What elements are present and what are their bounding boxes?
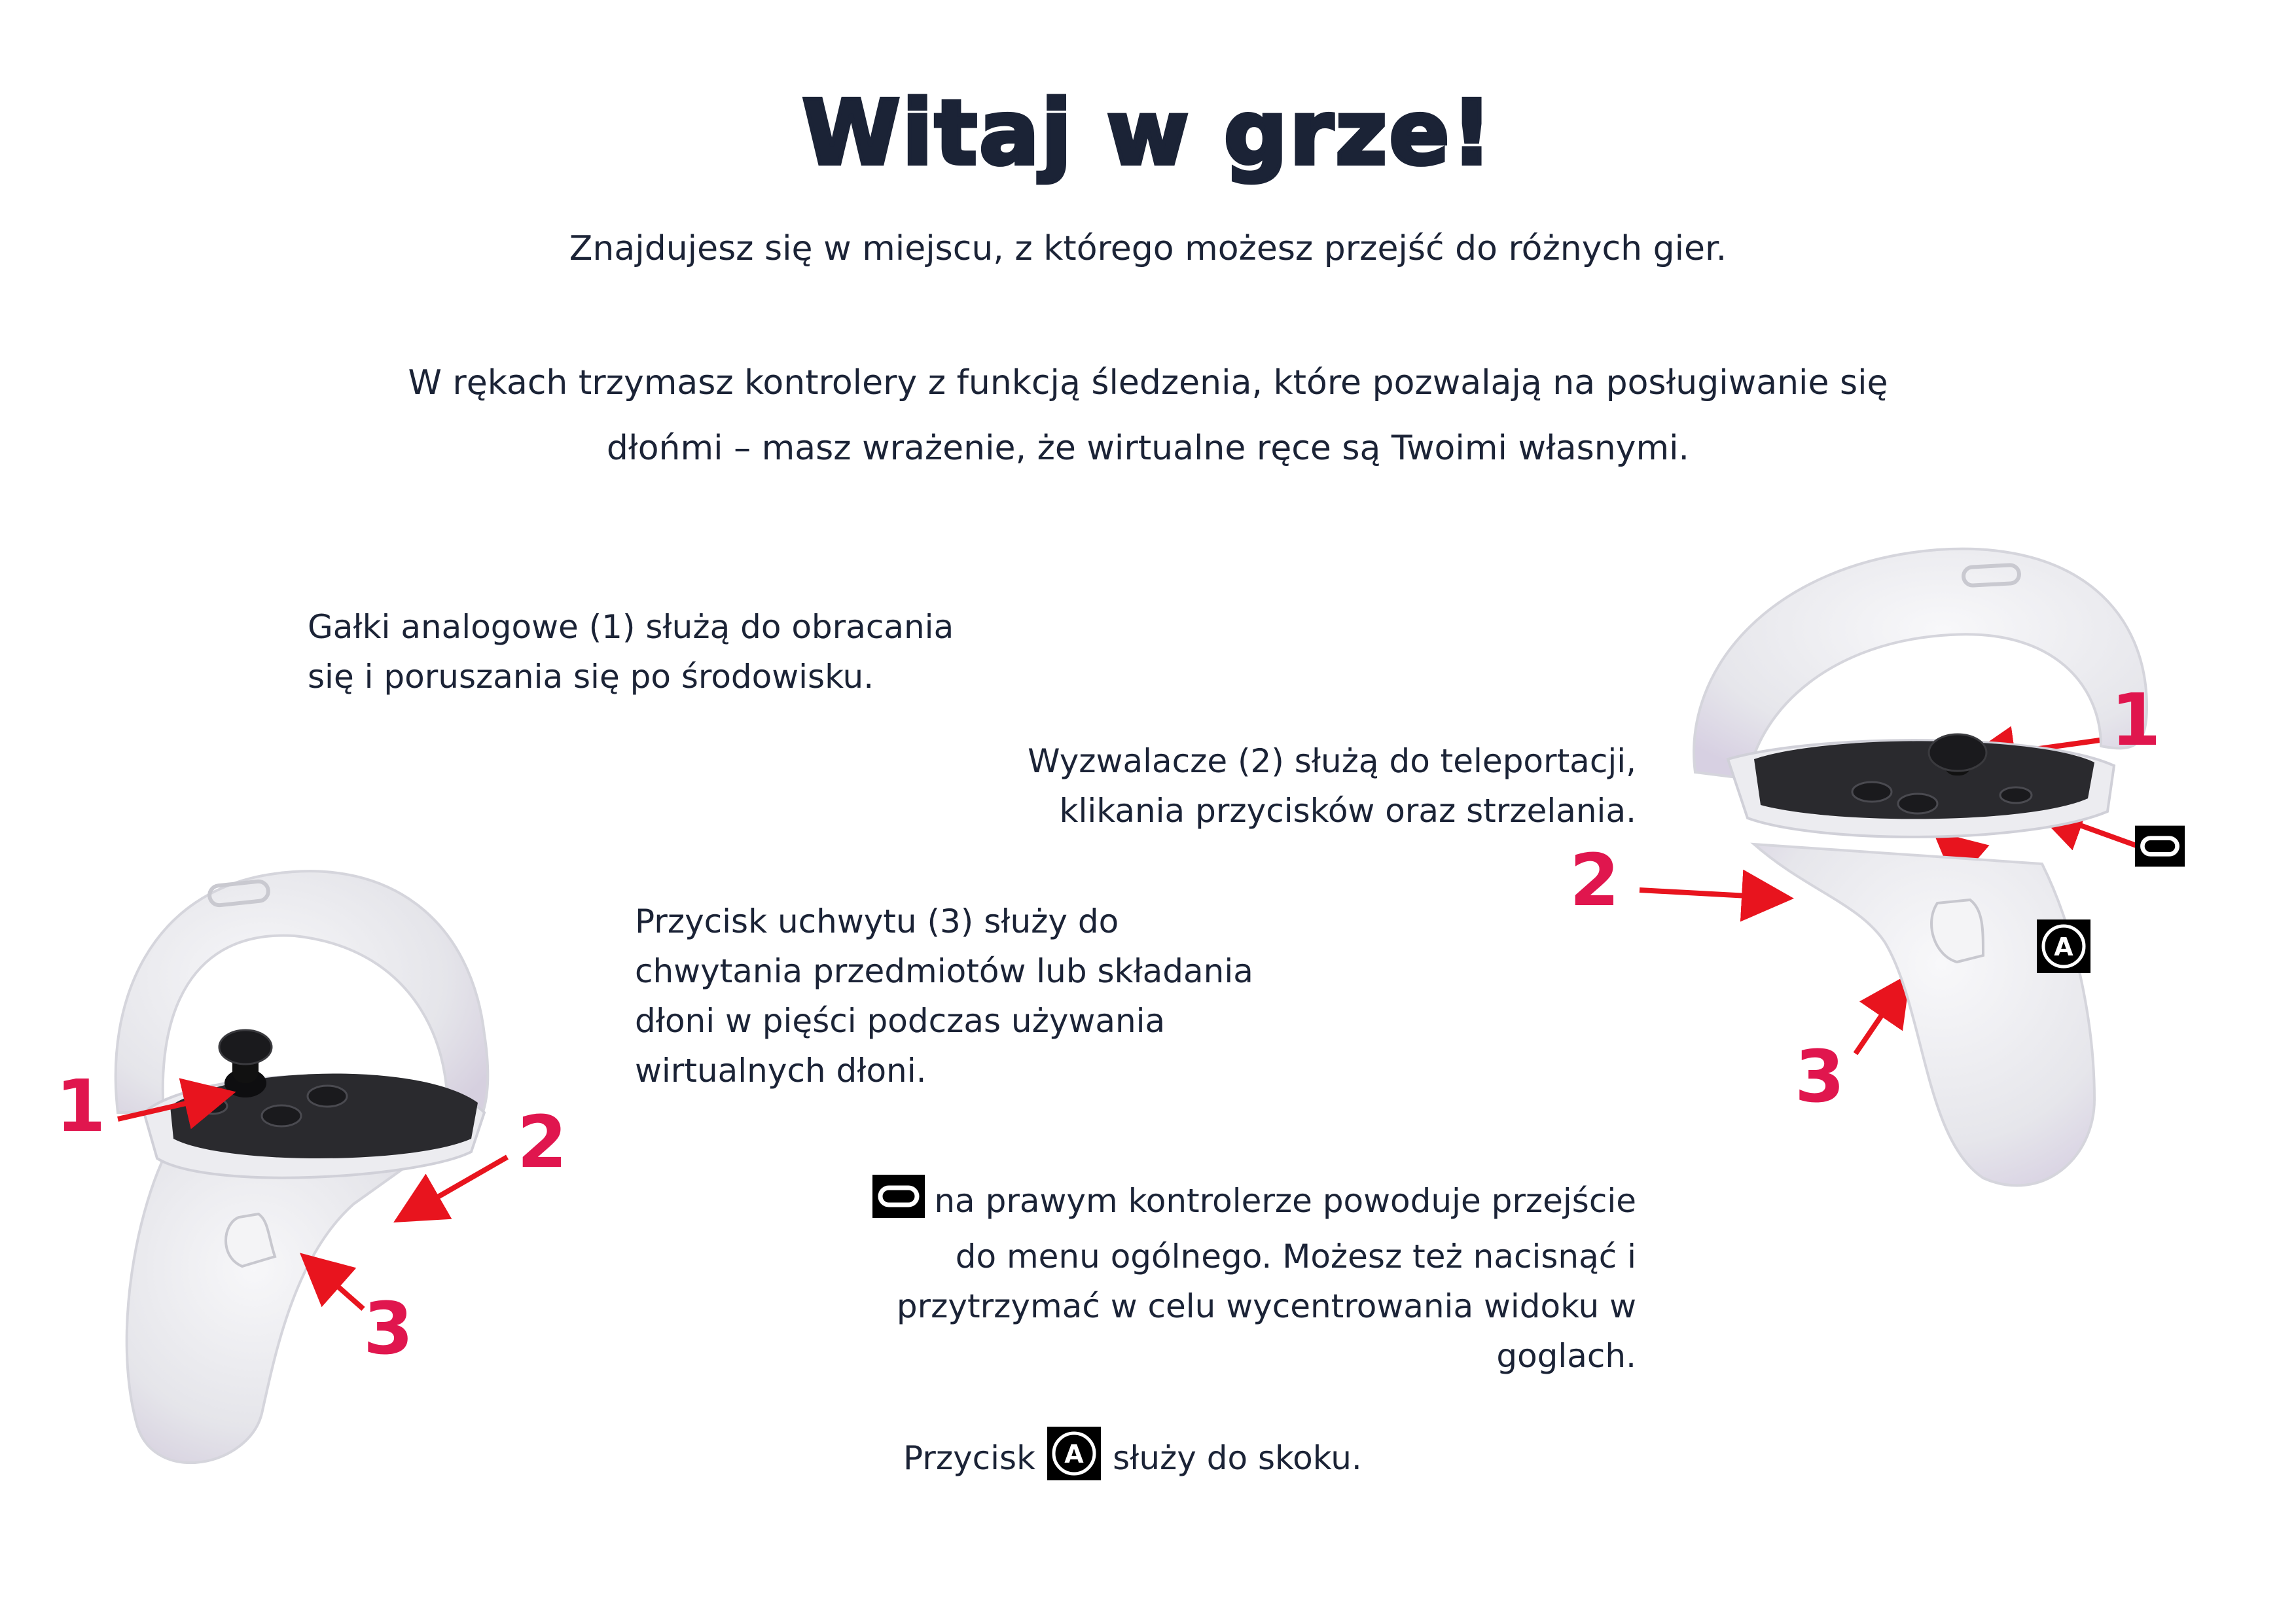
page-title: Witaj w grze! [800,80,1494,187]
right-arrow-3 [1853,972,1911,1056]
analog-line-2: się i poruszania się po środowisku. [308,658,874,696]
grip-instruction: Przycisk uchwytu (3) służy do chwytania … [635,897,1355,1096]
description-line-1: W rękach trzymasz kontrolery z funkcją ś… [408,363,1888,402]
oculus-line-4: goglach. [1496,1337,1636,1375]
right-label-1: 1 [2111,678,2161,762]
trigger-line-1: Wyzwalacze (2) służą do teleportacji, [1028,742,1636,780]
oculus-line-2: do menu ogólnego. Możesz też nacisnąć i [955,1238,1636,1275]
left-arrow-1 [117,1078,236,1130]
grip-line-1: Przycisk uchwytu (3) służy do [635,902,1119,940]
oculus-button-icon [872,1175,925,1232]
grip-line-4: wirtualnych dłoni. [635,1052,927,1090]
right-arrow-2 [1639,869,1794,922]
jump-text-after: służy do skoku. [1113,1439,1362,1477]
right-controller-image [1693,547,2149,1187]
analog-stick-instruction: Gałki analogowe (1) służą do obracania s… [308,602,1028,702]
a-button-icon: A [1047,1427,1102,1494]
right-label-2: 2 [1570,838,1620,922]
left-arrow-2 [393,1154,509,1222]
grip-line-3: dłoni w pięści podczas używania [635,1002,1166,1040]
right-label-3: 3 [1795,1035,1845,1118]
a-button-icon-right: A [2037,919,2090,976]
grip-line-2: chwytania przedmiotów lub składania [635,952,1253,990]
description-line-2: dłońmi – masz wrażenie, że wirtualne ręc… [606,429,1690,468]
left-label-1: 1 [56,1064,106,1148]
jump-instruction: Przycisk A służy do skoku. [903,1427,1492,1494]
left-arrow-3 [300,1253,365,1311]
left-label-3: 3 [363,1287,414,1370]
oculus-button-icon-right [2135,825,2185,870]
intro-text: Znajdujesz się w miejscu, z którego może… [569,229,1727,268]
oculus-button-instruction: na prawym kontrolerze powoduje przejście… [864,1175,1636,1381]
trigger-line-2: klikania przycisków oraz strzelania. [1059,792,1636,830]
oculus-line-1: na prawym kontrolerze powoduje przejście [934,1182,1636,1220]
left-label-2: 2 [517,1100,567,1184]
analog-line-1: Gałki analogowe (1) służą do obracania [308,608,954,646]
a-button-letter: A [1064,1440,1084,1469]
jump-text-before: Przycisk [903,1439,1036,1477]
a-button-letter-right: A [2054,933,2073,961]
oculus-line-3: przytrzymać w celu wycentrowania widoku … [896,1287,1636,1325]
trigger-instruction: Wyzwalacze (2) służą do teleportacji, kl… [753,736,1636,836]
